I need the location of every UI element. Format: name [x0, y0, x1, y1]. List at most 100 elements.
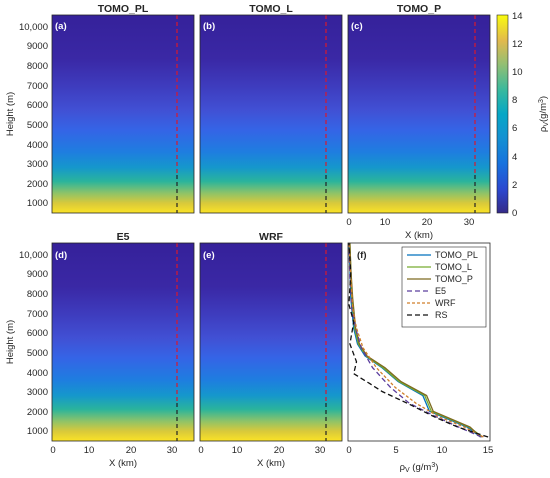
legend-box: [401, 246, 487, 328]
colorbar: 0 2 4 6 8 10 12 14 ρV(g/m3): [496, 11, 550, 219]
y-tick-label: 1000: [27, 198, 48, 209]
x-tick-label: 0: [50, 445, 55, 456]
x-tick-label: 10: [84, 445, 95, 456]
x-tick-label: 30: [464, 217, 475, 228]
colorbar-tick-label: 12: [512, 39, 523, 50]
x-tick-label: 0: [346, 217, 351, 228]
legend-label: TOMO_L: [435, 262, 472, 272]
panel-title: TOMO_L: [249, 3, 293, 15]
colorbar-tick-label: 2: [512, 180, 517, 191]
colorbar-tick-label: 10: [512, 67, 523, 78]
heatmap-field: [348, 15, 490, 213]
heatmap-field: [200, 15, 342, 213]
colorbar-tick-label: 4: [512, 152, 517, 163]
colorbar-tick-label: 6: [512, 123, 517, 134]
series-line-tomo-l: [349, 242, 483, 438]
y-tick-label: 6000: [27, 328, 48, 339]
y-tick-label: 1000: [27, 426, 48, 437]
panel-label: (b): [203, 21, 215, 32]
x-tick-label: 5: [393, 445, 398, 456]
panel-label: (a): [55, 21, 67, 32]
panel-e: WRF (e) 0 10 20 30 X (km): [198, 231, 343, 469]
x-axis-label: X (km): [257, 458, 285, 469]
x-tick-label: 0: [198, 445, 203, 456]
legend-label: RS: [435, 310, 448, 320]
x-tick-label: 10: [380, 217, 391, 228]
y-tick-label: 6000: [27, 100, 48, 111]
y-axis-label: Height (m): [5, 92, 16, 136]
axes-frame: [51, 14, 195, 214]
heatmap-field: [200, 243, 342, 441]
axes-frame: [347, 242, 491, 442]
legend-entries: TOMO_PL TOMO_L TOMO_P E5 WRF RS: [407, 250, 478, 320]
y-tick-label: 3000: [27, 159, 48, 170]
y-tick-label: 5000: [27, 120, 48, 131]
panel-d: E5 (d) Height (m) 1000 2000 3000 4000 50…: [5, 231, 195, 469]
y-tick-labels: 1000 2000 3000 4000 5000 6000 7000 8000 …: [19, 22, 48, 209]
legend-label: TOMO_P: [435, 274, 473, 284]
y-tick-label: 2000: [27, 407, 48, 418]
colorbar-tick-label: 0: [512, 208, 517, 219]
x-tick-label: 10: [437, 445, 448, 456]
y-tick-label: 9000: [27, 269, 48, 280]
panel-label: (c): [351, 21, 363, 32]
axes-frame: [347, 14, 491, 214]
legend-label: E5: [435, 286, 446, 296]
panel-title: TOMO_PL: [98, 3, 149, 15]
x-tick-label: 10: [232, 445, 243, 456]
legend-label: TOMO_PL: [435, 250, 478, 260]
x-tick-label: 0: [346, 445, 351, 456]
panel-title: TOMO_P: [397, 3, 441, 15]
colorbar-tick-label: 8: [512, 95, 517, 106]
panel-c: TOMO_P (c) 0 10 20 30 X (km): [346, 3, 491, 241]
y-tick-label: 8000: [27, 289, 48, 300]
panel-label: (d): [55, 250, 67, 261]
x-axis-label: ρV (g/m3): [400, 462, 439, 474]
y-tick-label: 9000: [27, 41, 48, 52]
x-tick-label: 20: [274, 445, 285, 456]
y-tick-label: 8000: [27, 61, 48, 72]
y-tick-labels: 1000 2000 3000 4000 5000 6000 7000 8000 …: [19, 250, 48, 437]
panel-title: WRF: [259, 231, 283, 243]
x-tick-labels: 0 5 10 15: [346, 445, 493, 456]
legend-label: WRF: [435, 298, 456, 308]
panel-a: TOMO_PL (a) Height (m) 1000 2000 3000 40…: [5, 3, 195, 214]
x-axis-label: X (km): [109, 458, 137, 469]
y-tick-label: 3000: [27, 387, 48, 398]
x-tick-label: 20: [422, 217, 433, 228]
profile-lines: [348, 242, 489, 438]
y-tick-label: 10,000: [19, 250, 48, 261]
axes-frame: [199, 242, 343, 442]
colorbar-ramp: [496, 14, 509, 214]
series-line-rs: [348, 242, 489, 438]
panel-f: (f) 0 5 10 15 ρV (g/m3) TOMO_PLTOMO_LTOM…: [346, 242, 493, 474]
x-axis-label: X (km): [405, 230, 433, 241]
x-tick-labels: 0 10 20 30: [50, 445, 177, 456]
heatmap-field: [52, 15, 194, 213]
heatmap-field: [52, 243, 194, 441]
panel-b: TOMO_L (b): [199, 3, 343, 214]
x-tick-label: 30: [167, 445, 178, 456]
colorbar-tick-labels: 0 2 4 6 8 10 12 14: [512, 11, 523, 219]
y-tick-label: 2000: [27, 179, 48, 190]
y-tick-label: 7000: [27, 309, 48, 320]
colorbar-label: ρV(g/m3): [538, 96, 550, 132]
y-tick-label: 4000: [27, 140, 48, 151]
axes-frame: [51, 242, 195, 442]
x-tick-label: 15: [483, 445, 494, 456]
y-axis-label: Height (m): [5, 320, 16, 364]
axes-frame: [199, 14, 343, 214]
x-tick-labels: 0 10 20 30: [346, 217, 474, 228]
series-line-tomo-p: [349, 242, 481, 438]
x-tick-labels: 0 10 20 30: [198, 445, 325, 456]
panel-title: E5: [117, 231, 130, 243]
y-tick-label: 4000: [27, 368, 48, 379]
y-tick-label: 5000: [27, 348, 48, 359]
series-line-e5: [348, 242, 482, 438]
x-tick-label: 20: [126, 445, 137, 456]
y-tick-label: 10,000: [19, 22, 48, 33]
y-tick-label: 7000: [27, 81, 48, 92]
colorbar-tick-label: 14: [512, 11, 523, 22]
legend: TOMO_PL TOMO_L TOMO_P E5 WRF RS: [401, 246, 487, 328]
